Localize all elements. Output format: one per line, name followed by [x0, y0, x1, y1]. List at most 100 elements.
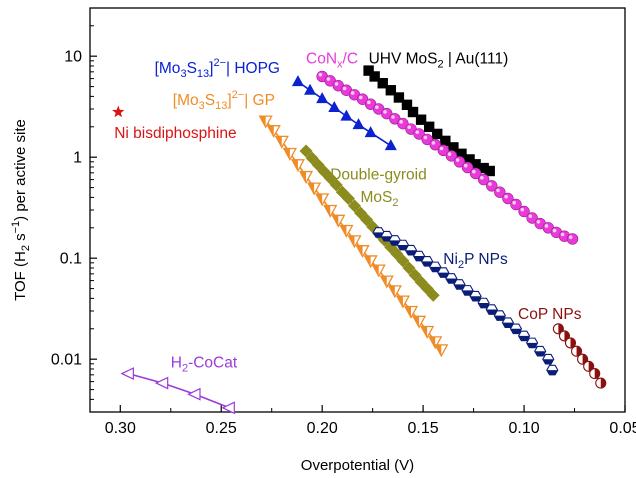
data-point-fill	[453, 284, 465, 290]
data-point	[502, 192, 514, 205]
data-point-fill	[348, 235, 355, 247]
data-point-highlight	[496, 188, 500, 193]
x-axis-label: Overpotential (V)	[301, 457, 414, 474]
data-point-fill	[267, 125, 274, 137]
data-point-highlight	[504, 194, 508, 199]
data-point-highlight	[383, 110, 387, 114]
data-point	[340, 109, 353, 121]
data-point	[407, 106, 419, 118]
data-point	[395, 295, 411, 309]
data-point	[437, 267, 450, 278]
data-point-fill	[429, 266, 441, 272]
data-point	[517, 330, 531, 342]
data-point-highlight	[431, 141, 436, 145]
data-point-highlight	[455, 158, 460, 162]
data-point	[331, 214, 346, 228]
data-point-fill	[413, 256, 425, 261]
series-mo3s13-2-gp	[258, 115, 449, 358]
data-point-fill	[380, 276, 387, 288]
series-conx-c	[316, 70, 579, 245]
data-point	[397, 117, 409, 130]
series-label-mo3s13-2-hopg: [Mo3S13]2−| HOPG	[155, 57, 280, 80]
data-point-fill	[437, 272, 449, 278]
y-axis-label: TOF (H2 s−1) per active site	[10, 119, 32, 301]
series-label-part: 2	[182, 362, 188, 374]
series-label-part: -CoCat	[188, 354, 238, 371]
data-point	[464, 154, 475, 165]
data-point-highlight	[350, 91, 355, 95]
data-point-fill	[388, 285, 395, 297]
data-point	[324, 75, 336, 87]
data-point-fill	[372, 265, 379, 277]
data-point	[304, 83, 317, 95]
data-point-fill	[324, 205, 331, 217]
data-point	[299, 144, 313, 158]
series-label-part: ]	[227, 92, 231, 109]
series-ni2p-nps	[372, 227, 559, 376]
data-point-fill	[526, 342, 538, 348]
data-point	[315, 193, 330, 207]
data-point-highlight	[480, 175, 484, 180]
data-point	[396, 254, 410, 268]
data-point	[448, 142, 459, 153]
data-point-fill	[502, 322, 514, 328]
data-point	[420, 325, 435, 339]
data-point-fill	[275, 136, 282, 148]
series-label-part: 3	[180, 68, 186, 80]
data-point-fill	[486, 309, 498, 315]
series-label-part: MoS	[361, 189, 393, 206]
series-label-double-gyroid-line2: MoS2	[361, 189, 399, 209]
data-point	[456, 148, 467, 160]
data-point-fill	[445, 278, 457, 284]
series-label-part: Ni bisdiphosphine	[114, 125, 236, 142]
data-point	[120, 367, 134, 381]
data-point	[369, 71, 380, 82]
data-point-fill	[435, 344, 442, 356]
data-point	[221, 401, 235, 415]
data-point	[393, 92, 405, 103]
series-label-ni-bisdiphosphine: Ni bisdiphosphine	[114, 125, 236, 142]
data-point-body	[566, 233, 579, 245]
data-point	[385, 85, 397, 96]
data-point-fill	[470, 296, 482, 302]
y-axis-label-part: −1	[10, 221, 22, 234]
data-point	[566, 233, 579, 245]
data-point	[440, 135, 451, 147]
data-point-highlight	[358, 95, 363, 100]
series-label-part: 2	[438, 58, 444, 70]
data-point-fill	[397, 245, 409, 250]
series-uhv-mos2-au-111	[363, 65, 495, 177]
series-label-part: 2	[458, 259, 464, 271]
data-point	[445, 273, 458, 284]
data-point	[437, 144, 450, 157]
series-label-part: S	[187, 60, 197, 77]
series-label-part: Ni	[443, 251, 458, 268]
data-point	[384, 139, 397, 151]
series-h2-cocat	[120, 367, 235, 415]
data-point	[371, 264, 386, 278]
data-point	[316, 92, 329, 104]
series-label-part: /C	[343, 50, 359, 67]
data-point-highlight	[399, 120, 403, 124]
data-point-fill	[291, 159, 298, 171]
axes: 0.30 0.25 0.20 0.15 0.10 0.05 0.01 0.1 1 10 Overpo…	[10, 7, 636, 474]
data-point-highlight	[334, 82, 339, 86]
data-point-highlight	[326, 77, 331, 81]
data-point	[453, 156, 466, 168]
data-point	[432, 128, 443, 140]
data-point	[558, 330, 570, 342]
data-point	[341, 191, 355, 205]
series-label-part: 3	[199, 100, 205, 112]
series-label-part: x	[337, 58, 343, 70]
series-label-double-gyroid: Double-gyroid	[330, 167, 427, 184]
data-point-fill	[421, 261, 433, 267]
data-point	[493, 310, 506, 321]
data-point	[421, 256, 434, 267]
data-point-fill	[405, 306, 411, 318]
data-point	[266, 125, 281, 139]
x-tick-label: 0.25	[206, 420, 237, 437]
data-point-highlight	[528, 214, 533, 218]
data-point	[525, 337, 539, 349]
data-point	[274, 135, 289, 149]
